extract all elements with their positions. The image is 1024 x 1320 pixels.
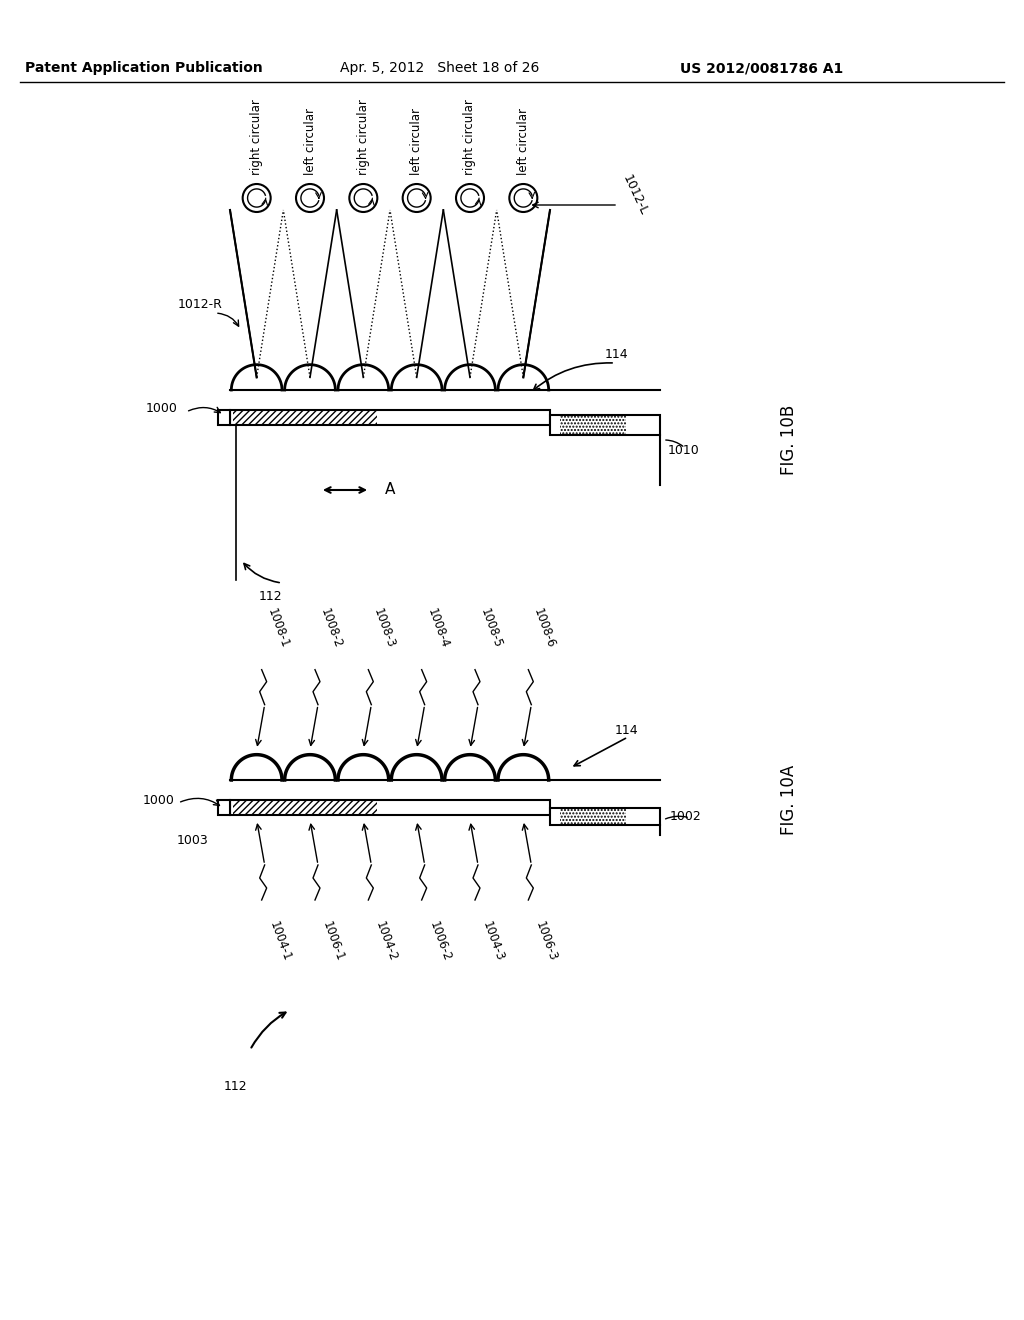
Text: A: A [385, 483, 395, 498]
Text: right circular: right circular [250, 99, 263, 176]
Text: 1006-2: 1006-2 [427, 920, 453, 964]
Text: 1004-1: 1004-1 [266, 920, 293, 964]
Bar [230, 411, 550, 425]
Text: 112: 112 [258, 590, 282, 603]
Text: US 2012/0081786 A1: US 2012/0081786 A1 [680, 61, 843, 75]
Text: 1000: 1000 [143, 793, 175, 807]
Text: 1000: 1000 [146, 401, 178, 414]
Text: 1008-5: 1008-5 [478, 606, 505, 649]
Text: left circular: left circular [303, 108, 316, 176]
Bar [218, 800, 230, 814]
Text: 114: 114 [615, 723, 639, 737]
Text: right circular: right circular [464, 99, 476, 176]
Text: 1008-1: 1008-1 [264, 606, 291, 649]
Text: 1010: 1010 [668, 444, 699, 457]
Bar [560, 416, 626, 434]
Text: Apr. 5, 2012   Sheet 18 of 26: Apr. 5, 2012 Sheet 18 of 26 [340, 61, 540, 75]
Text: FIG. 10A: FIG. 10A [780, 764, 798, 836]
Text: 1004-2: 1004-2 [374, 920, 399, 964]
Bar [550, 808, 660, 825]
Text: 1008-4: 1008-4 [425, 606, 452, 649]
Text: left circular: left circular [517, 108, 529, 176]
Bar [233, 801, 377, 814]
Text: 1008-3: 1008-3 [372, 606, 397, 649]
Text: 1006-3: 1006-3 [534, 920, 560, 964]
Text: 112: 112 [223, 1080, 247, 1093]
Text: FIG. 10B: FIG. 10B [780, 405, 798, 475]
Text: 1002: 1002 [670, 809, 701, 822]
Text: 1008-2: 1008-2 [318, 606, 344, 649]
Bar [218, 411, 230, 425]
Bar [230, 800, 550, 814]
Bar [550, 414, 660, 436]
Text: 1012-R: 1012-R [178, 298, 223, 312]
Text: right circular: right circular [356, 99, 370, 176]
Text: 1012-L: 1012-L [620, 173, 650, 218]
Text: 114: 114 [605, 348, 629, 362]
Bar [233, 411, 377, 424]
Text: 1006-1: 1006-1 [319, 920, 346, 964]
Text: 1004-3: 1004-3 [480, 920, 507, 964]
Text: 1003: 1003 [176, 833, 208, 846]
Text: Patent Application Publication: Patent Application Publication [25, 61, 263, 75]
Text: left circular: left circular [411, 108, 423, 176]
Bar [560, 809, 626, 824]
Text: 1008-6: 1008-6 [531, 606, 558, 649]
